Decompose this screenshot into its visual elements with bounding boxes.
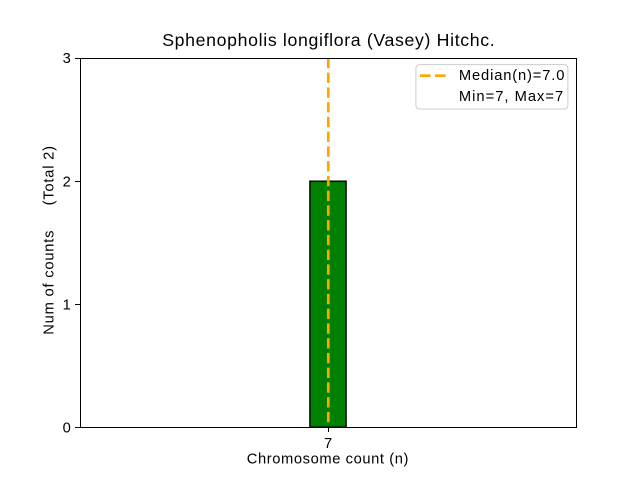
svg-text:Min=7, Max=7: Min=7, Max=7: [459, 89, 564, 105]
svg-text:2: 2: [63, 174, 71, 190]
svg-text:1: 1: [63, 298, 71, 314]
svg-text:Sphenopholis longiflora (Vasey: Sphenopholis longiflora (Vasey) Hitchc.: [162, 30, 495, 50]
svg-text:Median(n)=7.0: Median(n)=7.0: [459, 68, 565, 84]
svg-text:Num of counts (Total 2): Num of counts (Total 2): [42, 145, 58, 335]
svg-text:3: 3: [63, 51, 71, 67]
svg-text:Chromosome count (n): Chromosome count (n): [247, 451, 409, 467]
svg-text:7: 7: [324, 436, 332, 452]
svg-text:0: 0: [63, 421, 71, 437]
